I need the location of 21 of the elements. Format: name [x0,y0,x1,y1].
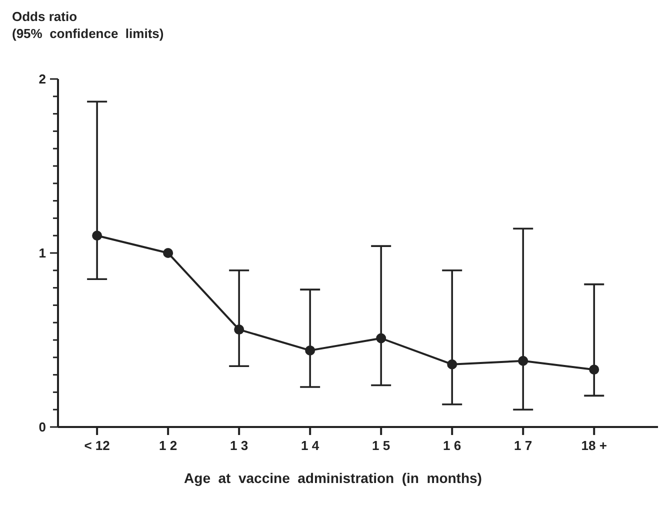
y-tick-label: 2 [38,72,46,87]
point [234,324,244,335]
x-tick-label: 1 4 [301,438,320,454]
x-tick-label: 1 2 [159,438,178,454]
point [163,248,174,258]
y-tick-label: 0 [38,420,46,435]
x-tick-label: 1 5 [372,438,390,454]
point [376,333,386,344]
point [518,356,528,366]
x-tick-label: 1 7 [514,438,532,454]
point [589,364,600,375]
point [305,345,316,356]
x-tick-label: 18 + [581,438,608,454]
x-tick-label: 1 3 [230,438,248,454]
y-axis-title: Odds ratio (95% confidence limits) [12,8,164,42]
point [447,359,458,370]
y-tick-label: 1 [38,246,46,261]
point [92,230,102,241]
x-tick-label: 1 6 [443,438,462,454]
x-tick-label: < 12 [84,438,110,454]
x-axis-title: Age at vaccine administration (in months) [183,470,483,486]
